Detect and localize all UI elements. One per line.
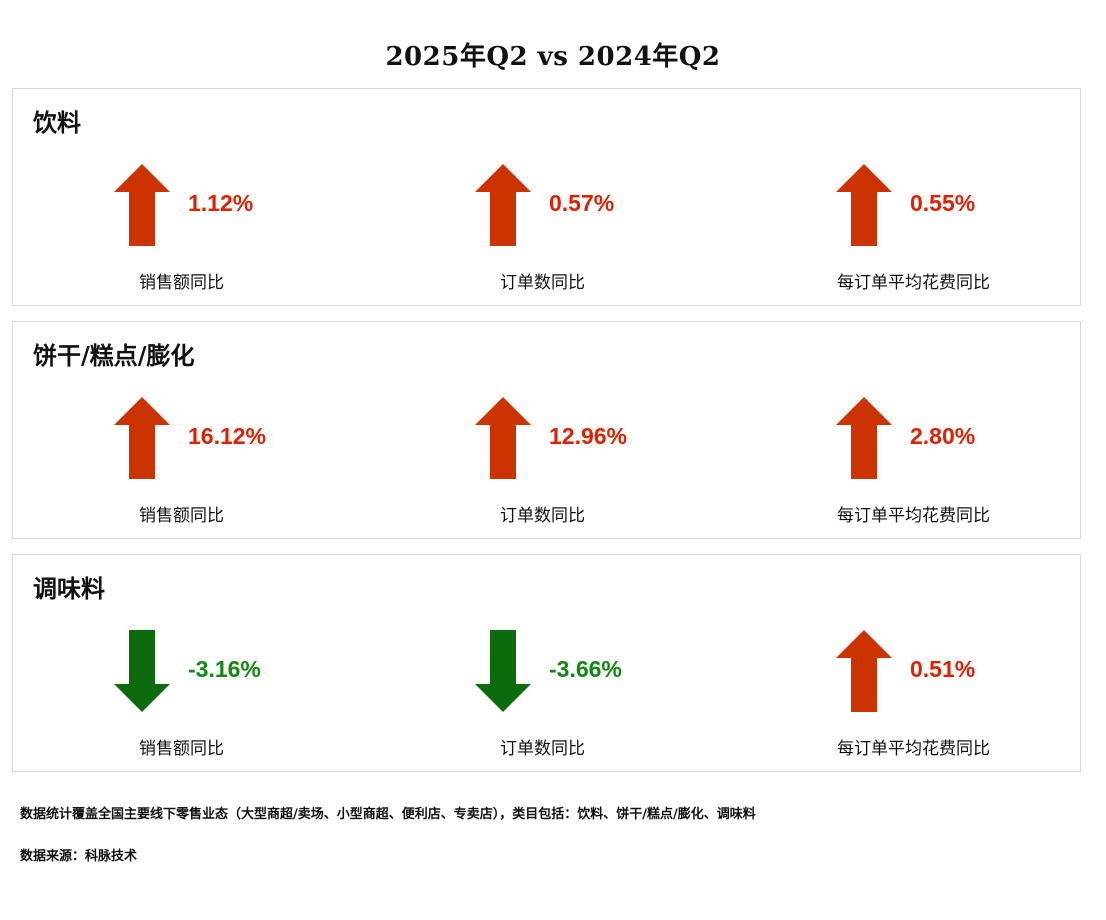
category-title: 调味料 xyxy=(33,574,105,603)
up-arrow-mark xyxy=(836,630,892,712)
metric-label: 订单数同比 xyxy=(500,273,585,293)
metric-item: -3.66% 订单数同比 xyxy=(475,630,775,760)
metric-label: 订单数同比 xyxy=(500,739,585,759)
arrow-up-icon xyxy=(475,397,531,479)
metric-value: -3.66% xyxy=(549,656,622,682)
metric-value: 12.96% xyxy=(549,423,628,449)
metric-item: 16.12% 销售额同比 xyxy=(114,397,414,527)
metric-label: 每订单平均花费同比 xyxy=(837,273,990,293)
source-note: 数据来源：科脉技术 xyxy=(20,849,138,864)
metric-value: 0.57% xyxy=(549,190,615,216)
metric-label: 销售额同比 xyxy=(139,506,224,526)
down-arrow-mark xyxy=(475,630,531,712)
metric-value: -3.16% xyxy=(188,656,261,682)
arrow-up-icon xyxy=(836,164,892,246)
up-arrow-mark xyxy=(475,164,531,246)
arrow-up-icon xyxy=(114,397,170,479)
metric-value: 0.55% xyxy=(910,190,976,216)
up-arrow-mark xyxy=(836,164,892,246)
arrow-up-icon xyxy=(836,397,892,479)
category-panel: 调味料 -3.16% 销售额同比 -3.66% 订单数同比 0.51% 每订单平均花费同比 xyxy=(12,554,1081,772)
metric-label: 销售额同比 xyxy=(139,739,224,759)
up-arrow-mark xyxy=(114,164,170,246)
down-arrow-mark xyxy=(114,630,170,712)
arrow-up-icon xyxy=(475,164,531,246)
arrow-down-icon xyxy=(114,630,170,712)
metric-item: 2.80% 每订单平均花费同比 xyxy=(836,397,1106,527)
metric-item: 0.55% 每订单平均花费同比 xyxy=(836,164,1106,294)
category-panel: 饼干/糕点/膨化 16.12% 销售额同比 12.96% 订单数同比 2.80% 每订单平均… xyxy=(12,321,1081,539)
up-arrow-mark xyxy=(475,397,531,479)
metric-label: 订单数同比 xyxy=(500,506,585,526)
metric-value: 2.80% xyxy=(910,423,976,449)
arrow-down-icon xyxy=(475,630,531,712)
arrow-up-icon xyxy=(836,630,892,712)
metric-item: 0.51% 每订单平均花费同比 xyxy=(836,630,1106,760)
metric-item: -3.16% 销售额同比 xyxy=(114,630,414,760)
up-arrow-mark xyxy=(114,397,170,479)
metric-label: 每订单平均花费同比 xyxy=(837,506,990,526)
metric-value: 0.51% xyxy=(910,656,976,682)
metric-value: 1.12% xyxy=(188,190,254,216)
category-panel: 饮料 1.12% 销售额同比 0.57% 订单数同比 0.55% 每订单平均花费同比 xyxy=(12,88,1081,306)
metric-label: 每订单平均花费同比 xyxy=(837,739,990,759)
up-arrow-mark xyxy=(836,397,892,479)
metric-item: 12.96% 订单数同比 xyxy=(475,397,775,527)
category-title: 饼干/糕点/膨化 xyxy=(33,341,195,370)
metric-item: 1.12% 销售额同比 xyxy=(114,164,414,294)
chart-title: 2025年Q2 vs 2024年Q2 xyxy=(385,42,721,72)
coverage-note: 数据统计覆盖全国主要线下零售业态（大型商超/卖场、小型商超、便利店、专卖店），类… xyxy=(20,807,756,822)
metric-label: 销售额同比 xyxy=(139,273,224,293)
metric-value: 16.12% xyxy=(188,423,267,449)
metric-item: 0.57% 订单数同比 xyxy=(475,164,775,294)
category-title: 饮料 xyxy=(33,108,81,137)
arrow-up-icon xyxy=(114,164,170,246)
